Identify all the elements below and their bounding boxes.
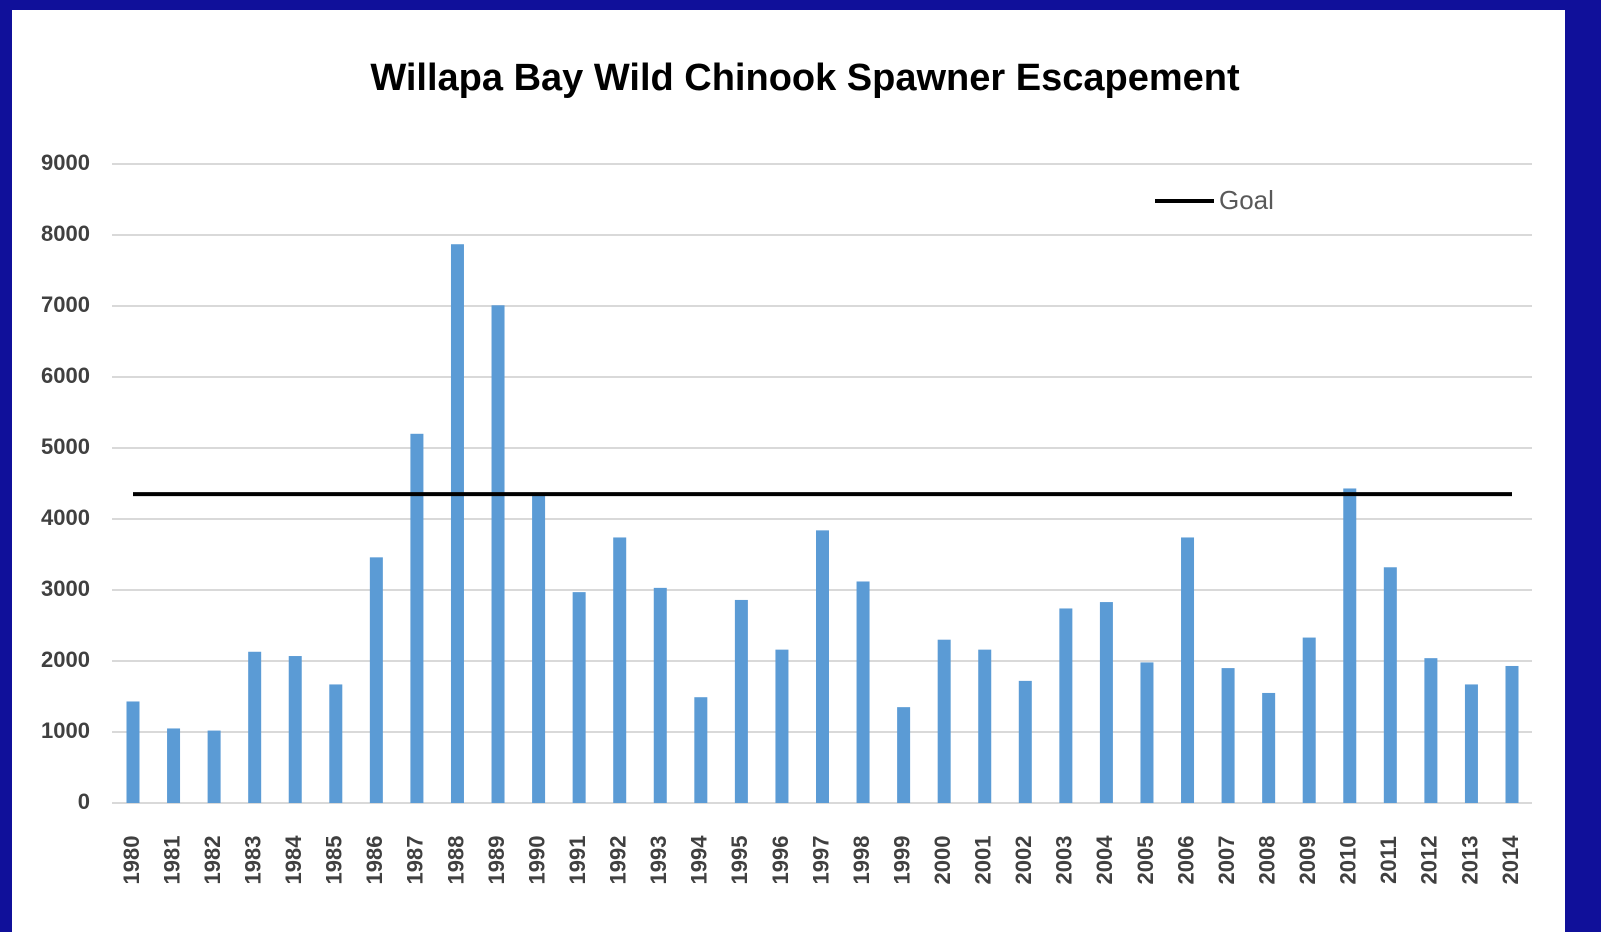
bar — [1262, 692, 1276, 803]
bar — [532, 494, 546, 803]
x-tick-label: 1996 — [768, 836, 793, 885]
bar — [1099, 602, 1113, 803]
legend-label: Goal — [1219, 185, 1274, 215]
x-tick-label: 2001 — [971, 836, 996, 885]
chart-title: Willapa Bay Wild Chinook Spawner Escapem… — [370, 57, 1240, 99]
x-tick-label: 2008 — [1254, 836, 1279, 885]
x-tick-label: 1985 — [322, 836, 347, 885]
y-tick-label: 6000 — [41, 363, 90, 388]
x-tick-label: 1989 — [484, 836, 509, 885]
bar — [1140, 662, 1154, 803]
x-tick-label: 2002 — [1011, 836, 1036, 885]
bar — [694, 697, 708, 803]
x-tick-label: 1983 — [240, 836, 265, 885]
x-tick-label: 2014 — [1498, 835, 1523, 885]
x-tick-label: 1994 — [687, 835, 712, 885]
y-tick-label: 2000 — [41, 647, 90, 672]
bar — [167, 728, 181, 803]
x-tick-label: 1992 — [606, 836, 631, 885]
bar — [1464, 684, 1478, 803]
x-tick-label: 2009 — [1295, 836, 1320, 885]
x-tick-label: 2010 — [1336, 836, 1361, 885]
bar — [1018, 680, 1032, 803]
x-tick-label: 1981 — [159, 836, 184, 885]
x-tick-label: 1984 — [281, 835, 306, 885]
bar — [410, 433, 424, 803]
x-tick-label: 2005 — [1133, 836, 1158, 885]
y-tick-label: 4000 — [41, 505, 90, 530]
x-tick-label: 1997 — [808, 836, 833, 885]
bar — [775, 649, 789, 803]
y-tick-label: 0 — [78, 789, 90, 814]
bar — [978, 649, 992, 803]
x-tick-label: 2003 — [1052, 836, 1077, 885]
bar — [1343, 488, 1357, 803]
x-tick-label: 1988 — [443, 836, 468, 885]
y-tick-label: 8000 — [41, 221, 90, 246]
bar — [1383, 567, 1397, 803]
x-tick-label: 1986 — [362, 836, 387, 885]
x-tick-label: 2004 — [1092, 835, 1117, 885]
bar — [572, 592, 586, 803]
x-tick-label: 1995 — [727, 836, 752, 885]
bar — [1221, 668, 1235, 803]
x-tick-label: 2012 — [1417, 836, 1442, 885]
bar — [329, 684, 343, 803]
bar — [248, 651, 262, 803]
bar — [450, 244, 464, 804]
bar — [491, 305, 505, 803]
bar — [653, 587, 667, 803]
y-tick-label: 9000 — [41, 150, 90, 175]
bar — [856, 581, 870, 803]
bar — [126, 701, 140, 803]
x-tick-label: 2013 — [1457, 836, 1482, 885]
bar — [897, 707, 911, 803]
y-tick-label: 5000 — [41, 434, 90, 459]
y-tick-label: 3000 — [41, 576, 90, 601]
x-tick-label: 1998 — [849, 836, 874, 885]
bar — [1505, 665, 1519, 803]
bar — [937, 639, 951, 803]
bar — [1059, 608, 1073, 803]
x-tick-label: 2000 — [930, 836, 955, 885]
y-tick-label: 1000 — [41, 718, 90, 743]
bar — [207, 730, 221, 803]
x-tick-label: 2011 — [1376, 836, 1401, 884]
x-tick-label: 2007 — [1214, 836, 1239, 885]
x-tick-label: 1982 — [200, 836, 225, 885]
x-tick-label: 1991 — [565, 836, 590, 885]
bar — [1424, 658, 1438, 803]
bar — [816, 530, 829, 803]
x-tick-label: 1990 — [524, 836, 549, 885]
bar — [1181, 537, 1195, 803]
x-tick-label: 1999 — [889, 836, 914, 885]
bar — [288, 656, 302, 803]
y-tick-label: 7000 — [41, 292, 90, 317]
x-tick-label: 1993 — [646, 836, 671, 885]
bar — [1302, 637, 1316, 803]
x-tick-label: 1980 — [119, 836, 144, 885]
x-tick-label: 2006 — [1173, 836, 1198, 885]
bar — [734, 599, 748, 803]
bar — [369, 557, 383, 803]
x-tick-label: 1987 — [403, 836, 428, 885]
bar — [613, 537, 627, 803]
